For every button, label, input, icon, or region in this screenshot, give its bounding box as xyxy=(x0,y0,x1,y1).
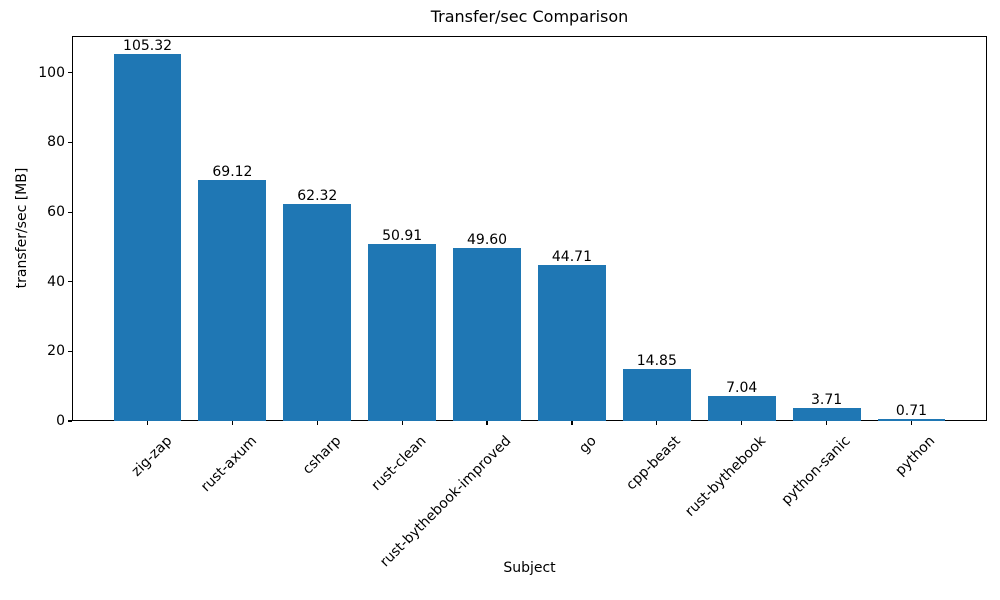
bar-value-label: 0.71 xyxy=(895,402,928,419)
chart-title: Transfer/sec Comparison xyxy=(430,7,629,26)
bar-value-label: 69.12 xyxy=(212,164,253,181)
x-tick-mark xyxy=(571,421,573,425)
y-tick-label: 0 xyxy=(56,413,65,429)
y-tick-label: 40 xyxy=(47,273,65,290)
x-tick-label: go xyxy=(575,433,600,457)
x-tick-mark xyxy=(231,421,233,425)
y-tick-label: 20 xyxy=(47,343,65,360)
x-tick-mark xyxy=(316,421,318,425)
x-tick-label: python-sanic xyxy=(778,433,854,509)
y-tick-label: 80 xyxy=(47,134,65,151)
bar-python-sanic xyxy=(792,408,861,421)
bar-cpp-beast xyxy=(622,369,691,421)
bar-value-label: 50.91 xyxy=(382,227,423,244)
x-tick-label: rust-axum xyxy=(197,433,260,496)
y-tick-mark xyxy=(68,420,72,422)
x-axis-label: Subject xyxy=(503,560,556,576)
x-tick-mark xyxy=(486,421,488,425)
x-tick-label: python xyxy=(892,433,939,479)
y-tick-mark xyxy=(68,350,72,352)
x-tick-label: zig-zap xyxy=(128,433,175,480)
bar-value-label: 14.85 xyxy=(636,353,677,370)
bar-value-label: 62.32 xyxy=(297,188,338,205)
bar-rust-bythebook-improved xyxy=(453,248,521,421)
x-tick-mark xyxy=(825,421,828,425)
bar-value-label: 7.04 xyxy=(726,380,758,397)
y-tick-mark xyxy=(68,141,72,144)
x-tick-label: csharp xyxy=(300,433,345,478)
bar-value-label: 44.71 xyxy=(551,249,592,266)
bar-value-label: 3.71 xyxy=(810,392,843,409)
y-tick-mark xyxy=(68,281,72,283)
x-tick-label: rust-clean xyxy=(368,433,430,494)
bar-value-label: 49.60 xyxy=(467,232,508,249)
x-tick-mark xyxy=(656,421,658,425)
x-tick-mark xyxy=(741,421,743,425)
x-tick-label: cpp-beast xyxy=(623,433,685,494)
bar-value-label: 105.32 xyxy=(123,38,173,55)
x-tick-label: rust-bythebook xyxy=(682,433,770,520)
y-tick-label: 100 xyxy=(38,64,65,81)
y-tick-label: 60 xyxy=(47,204,65,221)
bar-rust-clean xyxy=(368,243,437,421)
bar-csharp xyxy=(283,204,352,421)
x-tick-mark xyxy=(401,421,403,425)
y-tick-mark xyxy=(68,211,72,213)
x-tick-mark xyxy=(146,421,149,425)
bar-zig-zap xyxy=(113,54,182,421)
bar-rust-bythebook xyxy=(707,396,776,421)
bar-python xyxy=(877,418,946,421)
y-tick-mark xyxy=(68,72,72,74)
y-axis-label: transfer/sec [MB] xyxy=(14,167,30,289)
x-tick-mark xyxy=(910,421,913,425)
bar-rust-axum xyxy=(198,180,267,421)
bar-go xyxy=(537,265,606,421)
